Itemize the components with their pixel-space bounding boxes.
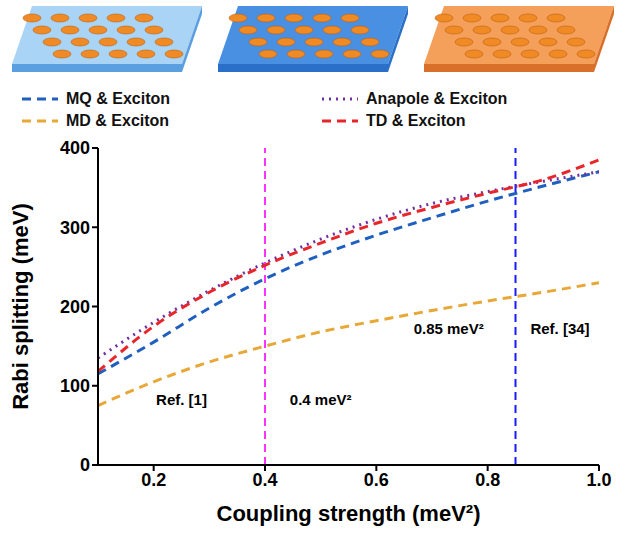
svg-text:0.2: 0.2 [141,470,166,490]
html-text:MQ & Exciton: MQ & Exciton [66,90,170,107]
svg-text:0.8: 0.8 [475,470,500,490]
svg-text:200: 200 [60,297,90,317]
svg-text:0.85 meV²: 0.85 meV² [414,320,484,337]
svg-text:1.0: 1.0 [586,470,611,490]
svg-text:300: 300 [60,218,90,238]
svg-text:100: 100 [60,376,90,396]
svg-text:Coupling strength (meV²): Coupling strength (meV²) [217,501,481,526]
svg-text:400: 400 [60,138,90,158]
html-text:MD & Exciton: MD & Exciton [66,112,170,129]
svg-text:0.6: 0.6 [364,470,389,490]
svg-text:0.4 meV²: 0.4 meV² [290,391,352,408]
svg-text:Ref. [34]: Ref. [34] [530,320,589,337]
svg-text:0.4: 0.4 [252,470,277,490]
html-text:Anapole & Exciton: Anapole & Exciton [366,90,508,107]
svg-text:Ref. [1]: Ref. [1] [156,391,207,408]
svg-text:0: 0 [80,455,90,475]
html-text:TD & Exciton: TD & Exciton [366,112,466,129]
svg-text:Rabi splitting (meV): Rabi splitting (meV) [8,203,33,410]
